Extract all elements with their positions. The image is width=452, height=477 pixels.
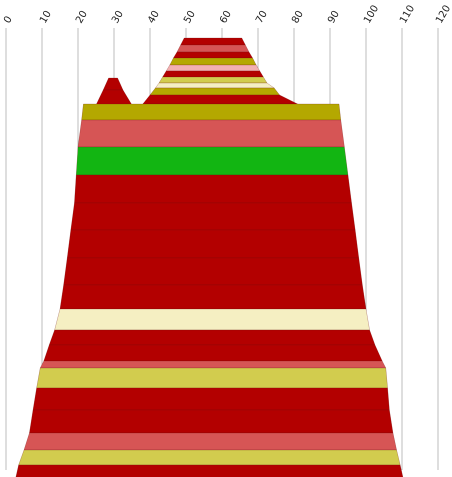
chart-band-17 bbox=[70, 202, 356, 231]
x-tick-label-80: 80 bbox=[290, 9, 306, 26]
chart-band-26 bbox=[32, 387, 390, 411]
chart-band-1 bbox=[180, 37, 246, 46]
x-tick-labels: 0 10 20 30 40 50 60 70 80 90 100 110 120 bbox=[2, 3, 452, 25]
chart-band-28 bbox=[23, 432, 397, 451]
x-tick-label-50: 50 bbox=[182, 9, 198, 26]
chart-band-3 bbox=[173, 51, 253, 59]
chart-band-7 bbox=[158, 76, 268, 84]
chart-band-24 bbox=[39, 360, 387, 369]
chart-band-4 bbox=[169, 57, 257, 66]
x-tick-label-60: 60 bbox=[218, 9, 234, 26]
x-tick-label-0: 0 bbox=[2, 14, 15, 25]
chart-band-13 bbox=[81, 103, 342, 121]
chart-band-18 bbox=[66, 229, 360, 259]
chart-band-27 bbox=[29, 409, 394, 434]
x-tick-label-40: 40 bbox=[146, 9, 162, 26]
x-tick-label-10: 10 bbox=[38, 9, 54, 26]
chart-band-2 bbox=[176, 44, 250, 53]
chart-band-11 bbox=[102, 77, 124, 91]
chart-band-10 bbox=[142, 94, 298, 105]
chart-band-12 bbox=[95, 89, 133, 106]
chart-band-20 bbox=[59, 284, 367, 310]
x-tick-label-90: 90 bbox=[326, 9, 342, 26]
x-tick-label-70: 70 bbox=[254, 9, 270, 26]
chart-band-6 bbox=[162, 70, 264, 78]
chart-band-16 bbox=[74, 174, 352, 204]
chart-band-30 bbox=[15, 464, 404, 477]
x-tick-label-30: 30 bbox=[110, 9, 126, 26]
chart-band-29 bbox=[18, 449, 401, 466]
chart-band-22 bbox=[48, 329, 376, 346]
x-tick-label-120: 120 bbox=[434, 3, 452, 25]
chart-band-19 bbox=[63, 257, 363, 286]
chart-band-15 bbox=[75, 146, 349, 176]
x-tick-label-100: 100 bbox=[362, 3, 381, 25]
chart-band-9 bbox=[149, 87, 281, 96]
chart-band-14 bbox=[77, 119, 345, 148]
x-tick-label-20: 20 bbox=[74, 9, 90, 26]
chart-band-5 bbox=[165, 64, 261, 72]
chart-bands bbox=[15, 37, 404, 477]
chart-band-8 bbox=[155, 82, 275, 89]
chart-band-23 bbox=[43, 344, 383, 362]
x-tick-label-110: 110 bbox=[398, 3, 417, 25]
chart-band-25 bbox=[36, 367, 388, 389]
chart-band-21 bbox=[54, 308, 370, 331]
